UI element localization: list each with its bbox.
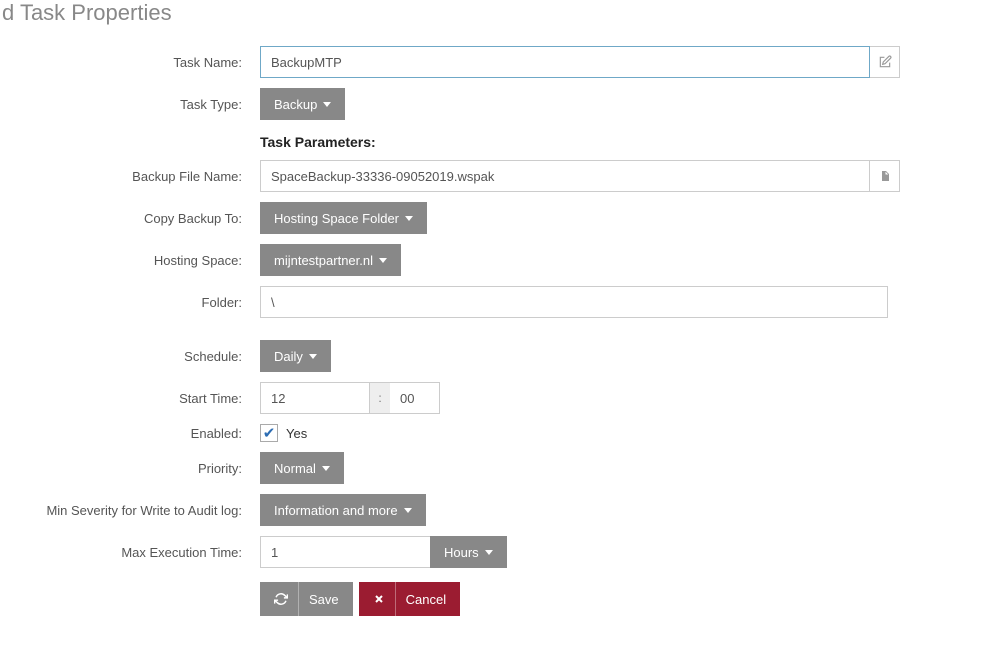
- edit-icon[interactable]: [870, 46, 900, 78]
- start-time-hour-input[interactable]: [260, 382, 370, 414]
- chevron-down-icon: [323, 102, 331, 107]
- folder-input[interactable]: [260, 286, 888, 318]
- max-execution-unit-dropdown[interactable]: Hours: [430, 536, 507, 568]
- start-time-label: Start Time:: [0, 391, 260, 406]
- task-parameters-heading: Task Parameters:: [260, 134, 376, 150]
- folder-label: Folder:: [0, 295, 260, 310]
- hosting-space-label: Hosting Space:: [0, 253, 260, 268]
- schedule-label: Schedule:: [0, 349, 260, 364]
- max-execution-unit-value: Hours: [444, 545, 479, 560]
- enabled-label: Enabled:: [0, 426, 260, 441]
- save-button[interactable]: Save: [260, 582, 353, 616]
- hosting-space-value: mijntestpartner.nl: [274, 253, 373, 268]
- chevron-down-icon: [322, 466, 330, 471]
- backup-file-name-label: Backup File Name:: [0, 169, 260, 184]
- start-time-minute-input[interactable]: [390, 382, 440, 414]
- task-type-value: Backup: [274, 97, 317, 112]
- priority-value: Normal: [274, 461, 316, 476]
- cancel-button[interactable]: Cancel: [359, 582, 460, 616]
- chevron-down-icon: [485, 550, 493, 555]
- enabled-checkbox[interactable]: ✔: [260, 424, 278, 442]
- hosting-space-dropdown[interactable]: mijntestpartner.nl: [260, 244, 401, 276]
- copy-backup-to-value: Hosting Space Folder: [274, 211, 399, 226]
- priority-label: Priority:: [0, 461, 260, 476]
- time-separator: :: [370, 382, 390, 414]
- min-severity-dropdown[interactable]: Information and more: [260, 494, 426, 526]
- task-type-dropdown[interactable]: Backup: [260, 88, 345, 120]
- task-type-label: Task Type:: [0, 97, 260, 112]
- copy-backup-to-label: Copy Backup To:: [0, 211, 260, 226]
- task-name-input[interactable]: [260, 46, 870, 78]
- refresh-icon: [274, 582, 299, 616]
- file-icon[interactable]: [870, 160, 900, 192]
- max-execution-time-input[interactable]: [260, 536, 430, 568]
- save-button-label: Save: [309, 592, 339, 607]
- schedule-dropdown[interactable]: Daily: [260, 340, 331, 372]
- min-severity-label: Min Severity for Write to Audit log:: [0, 503, 260, 518]
- chevron-down-icon: [379, 258, 387, 263]
- cancel-button-label: Cancel: [406, 592, 446, 607]
- chevron-down-icon: [309, 354, 317, 359]
- check-icon: ✔: [263, 426, 276, 441]
- page-title: d Task Properties: [0, 0, 1000, 26]
- backup-file-name-input[interactable]: [260, 160, 870, 192]
- close-icon: [373, 582, 396, 616]
- schedule-value: Daily: [274, 349, 303, 364]
- chevron-down-icon: [405, 216, 413, 221]
- chevron-down-icon: [404, 508, 412, 513]
- enabled-text: Yes: [286, 426, 307, 441]
- min-severity-value: Information and more: [274, 503, 398, 518]
- priority-dropdown[interactable]: Normal: [260, 452, 344, 484]
- copy-backup-to-dropdown[interactable]: Hosting Space Folder: [260, 202, 427, 234]
- task-name-label: Task Name:: [0, 55, 260, 70]
- max-execution-time-label: Max Execution Time:: [0, 545, 260, 560]
